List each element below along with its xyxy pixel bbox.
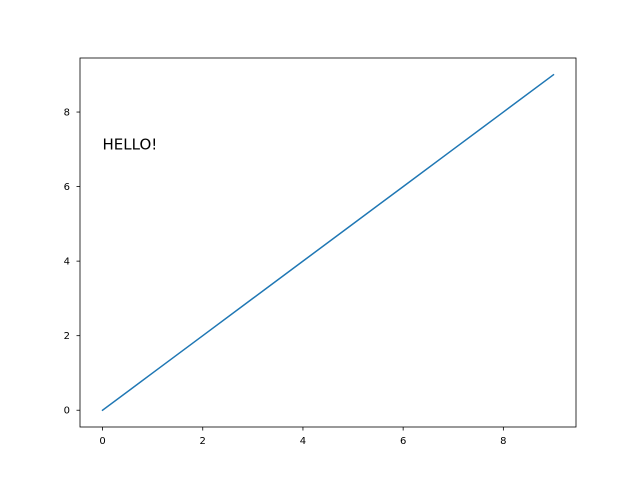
y-tick-label-3: 6 <box>64 182 70 193</box>
x-tick-label-1: 2 <box>200 436 206 447</box>
plot-area-frame <box>79 57 577 428</box>
series-line-0 <box>101 73 555 412</box>
x-tick-label-4: 8 <box>500 436 506 447</box>
annotation-text-0: HELLO! <box>103 135 158 153</box>
x-axis-ticks: 0 2 4 6 8 <box>99 427 507 447</box>
y-tick-label-2: 4 <box>64 257 70 268</box>
series-layer <box>101 73 555 412</box>
annotation-layer: HELLO! <box>103 135 158 153</box>
y-tick-label-1: 2 <box>64 331 70 342</box>
y-tick-label-4: 8 <box>64 108 70 119</box>
x-tick-label-3: 6 <box>400 436 406 447</box>
y-axis-ticks: 0 2 4 6 8 <box>64 108 80 417</box>
x-tick-label-0: 0 <box>99 436 105 447</box>
y-tick-label-0: 0 <box>64 406 70 417</box>
x-tick-label-2: 4 <box>300 436 306 447</box>
